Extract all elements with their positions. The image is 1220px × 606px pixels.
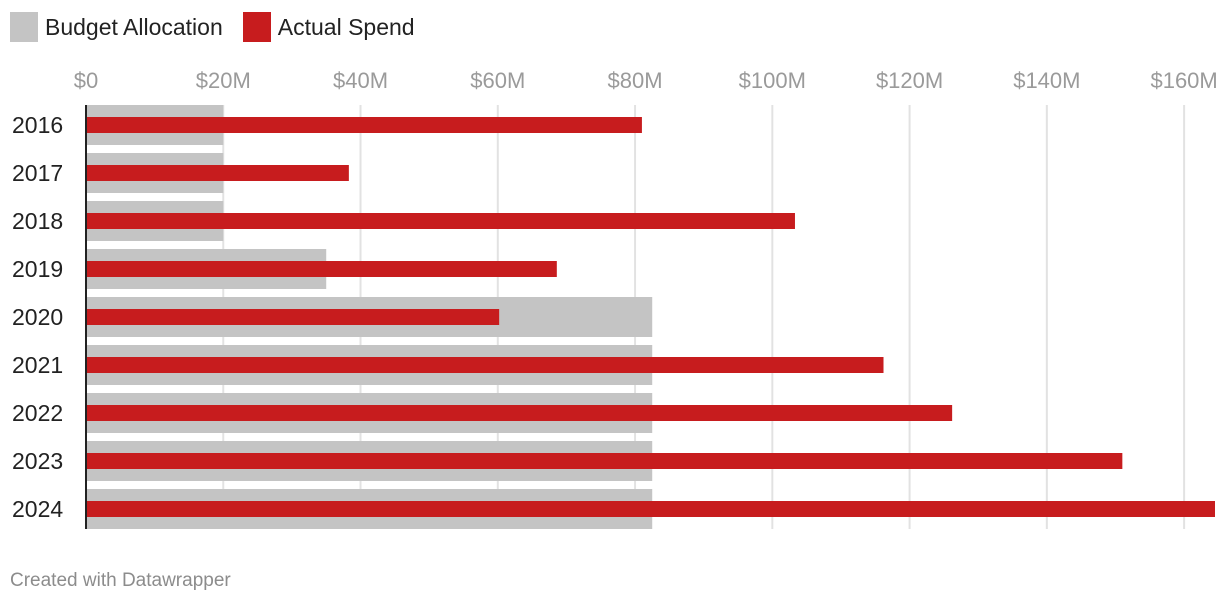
actual-bar [86, 117, 642, 133]
actual-bar [86, 261, 557, 277]
legend-swatch-budget [10, 12, 38, 42]
y-tick-label: 2024 [12, 496, 63, 522]
x-tick-label: $0 [74, 68, 98, 93]
x-tick-label: $60M [470, 68, 525, 93]
y-tick-label: 2016 [12, 112, 63, 138]
credit-text: Created with Datawrapper [10, 570, 231, 591]
legend: Budget Allocation Actual Spend [10, 12, 435, 42]
x-tick-label: $80M [608, 68, 663, 93]
x-tick-label: $40M [333, 68, 388, 93]
y-tick-label: 2021 [12, 352, 63, 378]
actual-bar [86, 309, 500, 325]
legend-label-actual: Actual Spend [277, 13, 415, 40]
x-tick-label: $20M [196, 68, 251, 93]
legend-label-budget: Budget Allocation [45, 13, 223, 40]
x-tick-label: $160M [1150, 68, 1217, 93]
y-tick-label: 2023 [12, 448, 63, 474]
y-tick-label: 2017 [12, 160, 63, 186]
legend-item-actual: Actual Spend [242, 12, 415, 42]
legend-item-budget: Budget Allocation [10, 12, 223, 42]
legend-swatch-actual [242, 12, 271, 42]
y-tick-label: 2018 [12, 208, 63, 234]
actual-bar [86, 405, 953, 421]
y-tick-label: 2019 [12, 256, 63, 282]
actual-bar [86, 501, 1215, 517]
actual-bar [86, 165, 349, 181]
actual-bar [86, 453, 1123, 469]
y-tick-label: 2020 [12, 304, 63, 330]
x-tick-label: $120M [876, 68, 943, 93]
y-tick-label: 2022 [12, 400, 63, 426]
x-tick-label: $140M [1013, 68, 1080, 93]
x-tick-label: $100M [739, 68, 806, 93]
actual-bar [86, 357, 884, 373]
actual-bar [86, 213, 795, 229]
